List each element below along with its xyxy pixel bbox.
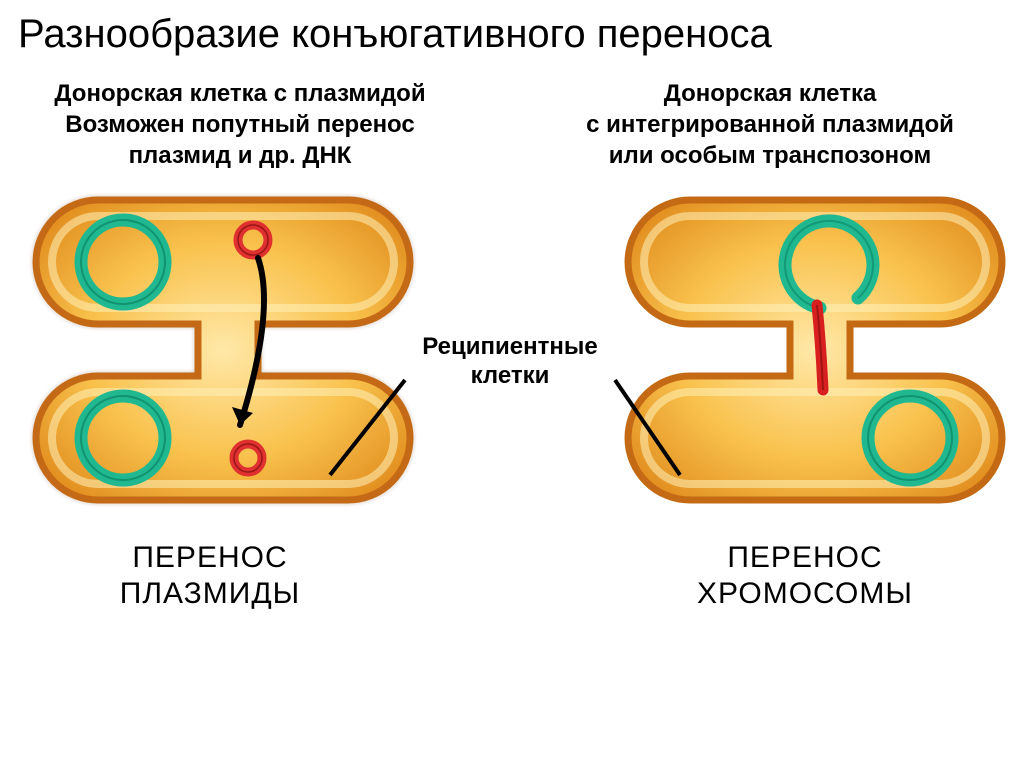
diagram-plasmid-transfer: [28, 190, 428, 530]
diagram-chromosome-transfer: [620, 190, 1020, 530]
center-label: Реципиентныеклетки: [400, 333, 620, 391]
cell-pair-outline: [36, 200, 410, 500]
bottom-label-right: ПЕРЕНОСХРОМОСОМЫ: [640, 540, 970, 612]
subtitle-right: Донорская клеткас интегрированной плазми…: [530, 78, 1010, 172]
bottom-label-left: ПЕРЕНОСПЛАЗМИДЫ: [60, 540, 360, 612]
subtitle-left: Донорская клетка с плазмидойВозможен поп…: [20, 78, 460, 172]
page-title: Разнообразие конъюгативного переноса: [18, 12, 772, 57]
